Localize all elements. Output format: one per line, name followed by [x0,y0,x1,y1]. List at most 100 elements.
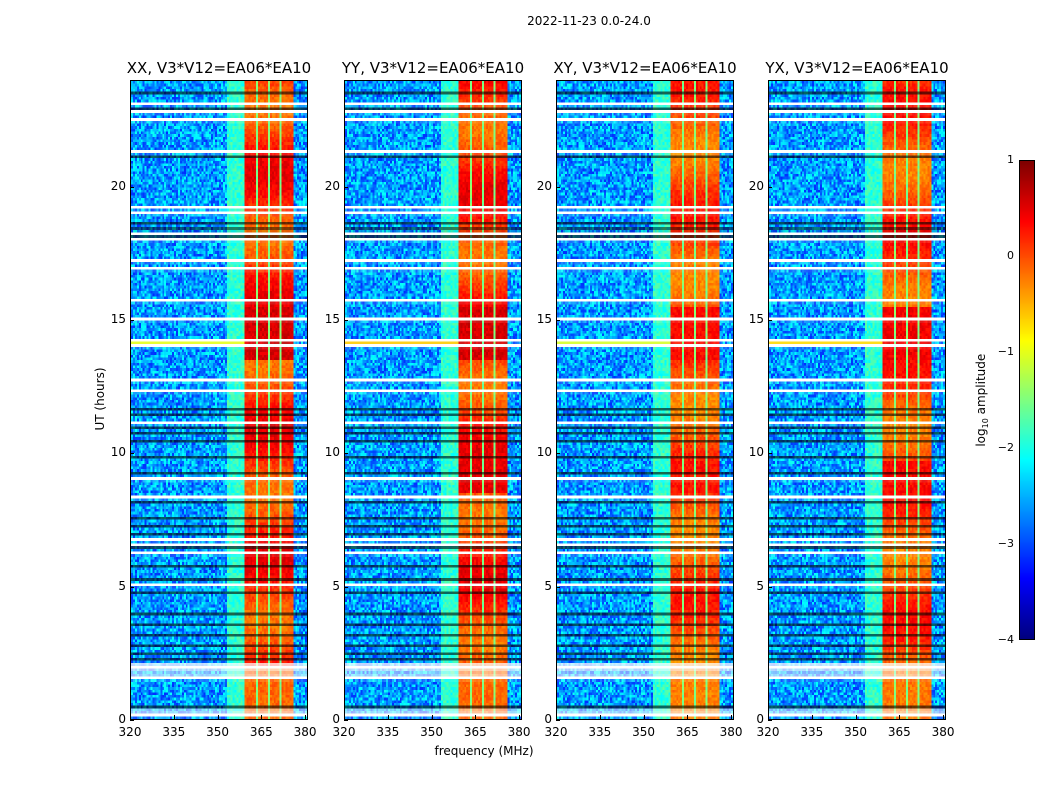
x-tick-mark [687,715,689,719]
x-tick-label: 365 [887,725,911,739]
y-tick-mark [344,186,348,188]
x-tick-label: 350 [206,725,229,739]
colorbar-label-main: log [973,428,988,447]
y-tick-label: 5 [544,578,552,593]
colorbar-tick-label: −3 [997,537,1014,550]
y-tick-label: 10 [110,445,126,460]
y-tick-label: 10 [324,445,340,460]
x-tick-label: 380 [931,725,955,739]
heatmap-yx [768,80,946,720]
y-tick-label: 5 [118,578,126,593]
x-tick-mark [387,715,389,719]
y-tick-label: 15 [110,312,126,326]
x-tick-mark [305,715,307,719]
x-tick-label: 380 [293,725,317,739]
y-tick-label: 0 [756,712,764,726]
y-tick-mark [556,720,560,721]
y-tick-label: 0 [332,712,340,726]
colorbar-label: log10 amplitude [974,340,990,460]
panel-title-xy: XY, V3*V12=EA06*EA10 [553,59,737,77]
y-tick-label: 0 [118,712,126,726]
y-tick-label: 15 [536,312,552,326]
colorbar-tick-label: 1 [1007,153,1014,166]
x-tick-label: 320 [756,725,780,739]
y-tick-mark [556,453,560,455]
y-tick-mark [130,453,134,455]
x-tick-mark [217,715,219,719]
y-tick-label: 10 [536,445,552,460]
x-tick-mark [599,715,601,719]
x-tick-label: 335 [800,725,824,739]
x-tick-label: 335 [588,725,612,739]
y-tick-label: 15 [324,312,340,326]
figure-title: 2022-11-23 0.0-24.0 [527,14,651,28]
y-tick-label: 15 [748,312,764,326]
colorbar [1019,160,1035,640]
y-tick-label: 0 [544,712,552,726]
x-tick-label: 335 [376,725,400,739]
x-tick-mark [943,715,945,719]
heatmap-yy [344,80,522,720]
x-tick-label: 365 [463,725,487,739]
panel-title-yy: YY, V3*V12=EA06*EA10 [341,59,525,77]
y-tick-mark [130,720,134,721]
y-tick-label: 20 [748,178,764,193]
y-tick-mark [556,586,560,588]
x-axis-label: frequency (MHz) [434,744,534,758]
x-tick-label: 350 [632,725,655,739]
heatmap-xx [130,80,308,720]
panel-title-yx: YX, V3*V12=EA06*EA10 [765,59,949,77]
y-tick-mark [556,186,560,188]
x-tick-mark [811,715,813,719]
y-tick-mark [768,186,772,188]
y-tick-mark [130,320,134,321]
x-tick-label: 365 [249,725,273,739]
y-tick-label: 20 [536,178,552,193]
colorbar-tick-label: 0 [1007,249,1014,262]
y-tick-mark [344,586,348,588]
y-tick-mark [344,453,348,455]
y-tick-mark [768,720,772,721]
x-tick-mark [899,715,901,719]
y-tick-mark [130,186,134,188]
x-tick-mark [519,715,521,719]
y-tick-mark [556,320,560,321]
x-tick-mark [261,715,263,719]
x-tick-mark [643,715,645,719]
x-tick-mark [855,715,857,719]
x-tick-label: 335 [162,725,186,739]
y-tick-mark [344,320,348,321]
x-tick-label: 365 [675,725,699,739]
x-tick-mark [475,715,477,719]
x-tick-label: 320 [544,725,568,739]
x-tick-label: 380 [719,725,743,739]
y-tick-label: 20 [324,178,340,193]
y-tick-label: 5 [332,578,340,593]
colorbar-tick-label: −2 [997,441,1014,454]
y-tick-mark [768,586,772,588]
colorbar-tick-label: −4 [997,633,1014,646]
x-tick-mark [344,715,345,719]
y-tick-label: 10 [748,445,764,460]
x-tick-label: 320 [332,725,356,739]
x-tick-label: 350 [420,725,443,739]
x-tick-mark [431,715,433,719]
y-tick-label: 20 [110,178,126,193]
colorbar-label-rest: amplitude [973,353,988,419]
heatmap-xy [556,80,734,720]
y-axis-label: UT (hours) [93,367,107,431]
colorbar-label-sub: 10 [981,418,991,429]
y-tick-mark [130,586,134,588]
x-tick-mark [731,715,733,719]
y-tick-mark [344,720,348,721]
x-tick-label: 350 [844,725,867,739]
x-tick-mark [768,715,769,719]
x-tick-mark [130,715,131,719]
colorbar-tick-label: −1 [997,345,1014,358]
y-tick-mark [768,453,772,455]
y-tick-label: 5 [756,578,764,593]
x-tick-label: 380 [507,725,531,739]
x-tick-mark [556,715,557,719]
x-tick-mark [173,715,175,719]
x-tick-label: 320 [118,725,142,739]
